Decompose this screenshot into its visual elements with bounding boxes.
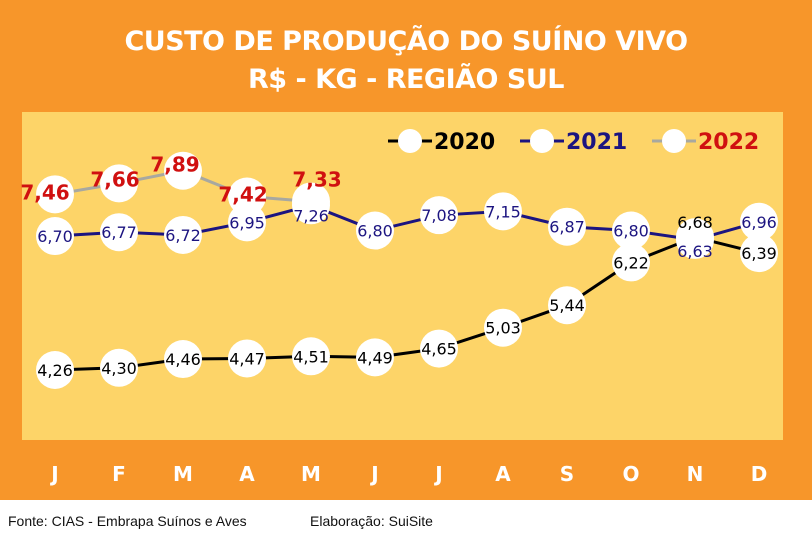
data-point-2020 [292, 337, 330, 376]
series-line-2020 [54, 235, 760, 372]
footer-source: Fonte: CIAS - Embrapa Suínos e Aves [8, 513, 247, 529]
data-point-2020 [484, 308, 522, 347]
data-point-2021 [420, 196, 458, 235]
data-label-2022: 7,42 [218, 183, 267, 207]
data-label-2021: 6,72 [165, 226, 201, 245]
data-label-2021: 6,77 [101, 223, 137, 242]
data-label-2022: 7,66 [90, 167, 139, 191]
legend-marker-2021 [530, 129, 554, 153]
x-tick-label: J [49, 462, 58, 486]
data-point-2021 [164, 215, 202, 254]
data-point-2021 [36, 217, 74, 256]
x-tick-label: F [112, 462, 126, 486]
x-tick-label: J [433, 462, 442, 486]
data-label-2021: 7,26 [293, 206, 329, 225]
data-point-2022 [36, 175, 74, 214]
data-point-2020 [36, 351, 74, 389]
data-point-2021 [228, 203, 266, 242]
data-label-2022: 7,46 [20, 180, 69, 204]
data-label-2021: 7,08 [421, 206, 457, 225]
data-label-2021: 6,63 [677, 242, 713, 261]
x-tick-label: N [687, 462, 704, 486]
data-label-2021: 6,96 [741, 213, 777, 232]
footer-credit: Elaboração: SuiSite [310, 513, 433, 529]
data-label-2020: 4,26 [37, 361, 73, 380]
x-tick-label: S [560, 462, 574, 486]
data-point-2021 [484, 192, 522, 231]
data-label-2020: 6,22 [613, 253, 649, 272]
data-label-2021: 6,80 [613, 222, 649, 241]
chart-subtitle: R$ - KG - REGIÃO SUL [248, 64, 564, 95]
data-point-2022 [164, 151, 202, 190]
data-label-2020: 4,51 [293, 347, 329, 366]
x-tick-label: M [301, 462, 321, 486]
data-point-2021 [740, 202, 778, 241]
legend-label-2021: 2021 [566, 130, 627, 155]
data-label-2021: 6,70 [37, 227, 73, 246]
x-tick-label: A [239, 462, 255, 486]
data-label-2020: 6,68 [677, 213, 713, 232]
data-label-2020: 4,65 [421, 340, 457, 359]
legend-marker-2022 [662, 129, 686, 153]
data-label-2021: 7,15 [485, 202, 521, 221]
data-label-2022: 7,33 [292, 167, 341, 191]
legend-label-2022: 2022 [698, 130, 759, 155]
data-point-2021 [676, 220, 714, 259]
data-point-2022 [100, 164, 138, 203]
x-tick-label: D [751, 462, 768, 486]
data-label-2020: 4,46 [165, 350, 201, 369]
data-point-2021 [548, 207, 586, 246]
data-label-2020: 4,30 [101, 359, 137, 378]
data-point-2020 [612, 243, 650, 282]
x-tick-label: A [495, 462, 511, 486]
data-point-2020 [164, 340, 202, 379]
data-point-2020 [356, 338, 394, 377]
x-tick-label: M [173, 462, 193, 486]
series-line-2021 [54, 203, 760, 242]
data-point-2021 [292, 186, 330, 225]
legend-label-2020: 2020 [434, 130, 495, 155]
x-tick-label: J [369, 462, 378, 486]
data-label-2020: 6,39 [741, 244, 777, 263]
data-point-2021 [612, 211, 650, 250]
data-point-2020 [740, 234, 778, 273]
data-point-2021 [100, 213, 138, 252]
plot-area [22, 112, 783, 440]
data-label-2020: 4,49 [357, 348, 393, 367]
data-point-2020 [420, 329, 458, 368]
chart-title: CUSTO DE PRODUÇÃO DO SUÍNO VIVO [124, 26, 688, 57]
data-label-2021: 6,87 [549, 218, 585, 237]
data-label-2020: 5,44 [549, 296, 585, 315]
chart-frame: CUSTO DE PRODUÇÃO DO SUÍNO VIVO R$ - KG … [0, 0, 812, 500]
data-point-2020 [228, 339, 266, 378]
legend-marker-2020 [398, 129, 422, 153]
x-tick-label: O [622, 462, 639, 486]
data-point-2020 [548, 286, 586, 325]
data-label-2021: 6,80 [357, 222, 393, 241]
data-label-2022: 7,89 [150, 153, 199, 177]
data-point-2020 [100, 348, 138, 387]
data-label-2020: 4,47 [229, 349, 265, 368]
data-label-2021: 6,95 [229, 213, 265, 232]
data-point-2021 [356, 211, 394, 250]
data-label-2020: 5,03 [485, 319, 521, 338]
line-chart: J F M A M J J A S O N D 7,46 7,66 7,89 7,42 7,33 4,26 4,30… [20, 129, 778, 486]
